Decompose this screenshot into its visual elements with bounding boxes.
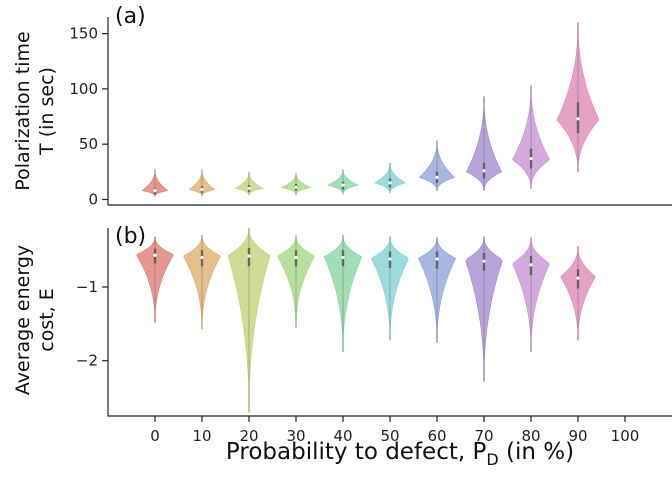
x-tick-label-10: 100: [611, 427, 640, 445]
median-dot-a-50: [388, 181, 392, 185]
median-dot-a-80: [529, 156, 533, 161]
median-dot-b-40: [341, 255, 345, 260]
x-tick-label-9: 90: [568, 427, 587, 445]
median-dot-a-60: [435, 175, 439, 179]
median-dot-a-20: [247, 186, 251, 191]
x-tick-label-6: 60: [427, 427, 446, 445]
median-dot-a-30: [294, 185, 298, 189]
median-dot-a-90: [576, 117, 580, 121]
x-tick-label-7: 70: [474, 427, 493, 445]
x-tick-label-1: 10: [192, 427, 211, 445]
y-axis-label-a-line2: T (in sec): [36, 67, 58, 156]
median-dot-b-10: [200, 255, 204, 260]
median-dot-b-60: [435, 257, 439, 261]
panel-label-b: (b): [115, 224, 146, 249]
y-ticks-b: −2 −1: [76, 278, 108, 370]
violins-b: [136, 227, 596, 413]
y-tick-label-b-0: −2: [76, 352, 98, 370]
median-dot-a-10: [200, 187, 204, 192]
median-dot-b-0: [153, 253, 157, 257]
x-tick-label-5: 50: [380, 427, 399, 445]
x-axis-label-subscript: D: [486, 450, 498, 469]
median-dot-b-20: [247, 254, 251, 258]
axes-frame-b: [107, 228, 672, 417]
x-tick-label-4: 40: [333, 427, 352, 445]
x-tick-label-0: 0: [150, 427, 160, 445]
violins-a: [141, 22, 600, 197]
panel-label-a: (a): [115, 4, 146, 29]
median-dot-b-70: [482, 259, 486, 263]
panel-b: −2 −1 0 10 20 30 40 50 60 70 80 90 100 (b) Average …: [12, 224, 672, 445]
x-axis-label-suffix: (in %): [499, 439, 574, 465]
y-tick-label-a-0: 0: [88, 190, 98, 208]
median-dot-b-90: [576, 276, 580, 280]
y-ticks-a: 0 50 100 150: [69, 25, 108, 208]
x-ticks: 0 10 20 30 40 50 60 70 80 90 100: [150, 416, 639, 445]
median-dot-a-70: [482, 169, 486, 173]
y-tick-label-a-1: 50: [79, 135, 98, 153]
x-tick-label-8: 80: [521, 427, 540, 445]
y-axis-label-b-line1: Average energy: [12, 245, 34, 395]
median-dot-a-40: [341, 183, 345, 187]
axes-frame-a: [107, 17, 672, 206]
x-tick-label-3: 30: [286, 427, 305, 445]
panel-a: 0 50 100 150 (a) Polarization time T (in se…: [12, 4, 672, 208]
median-dot-b-30: [294, 255, 298, 260]
y-axis-label-b-line2: cost, E: [36, 288, 58, 352]
median-dot-b-50: [388, 257, 392, 261]
y-axis-label-a-line1: Polarization time: [12, 31, 34, 190]
x-tick-label-2: 20: [239, 427, 258, 445]
y-tick-label-a-2: 100: [69, 80, 98, 98]
x-axis-label: Probability to defect, PD (in %): [226, 439, 574, 469]
y-tick-label-a-3: 150: [69, 25, 98, 43]
y-tick-label-b-1: −1: [76, 278, 98, 296]
x-axis-label-main: Probability to defect, P: [226, 439, 487, 465]
median-dot-a-0: [153, 189, 157, 193]
median-dot-b-80: [529, 263, 533, 267]
